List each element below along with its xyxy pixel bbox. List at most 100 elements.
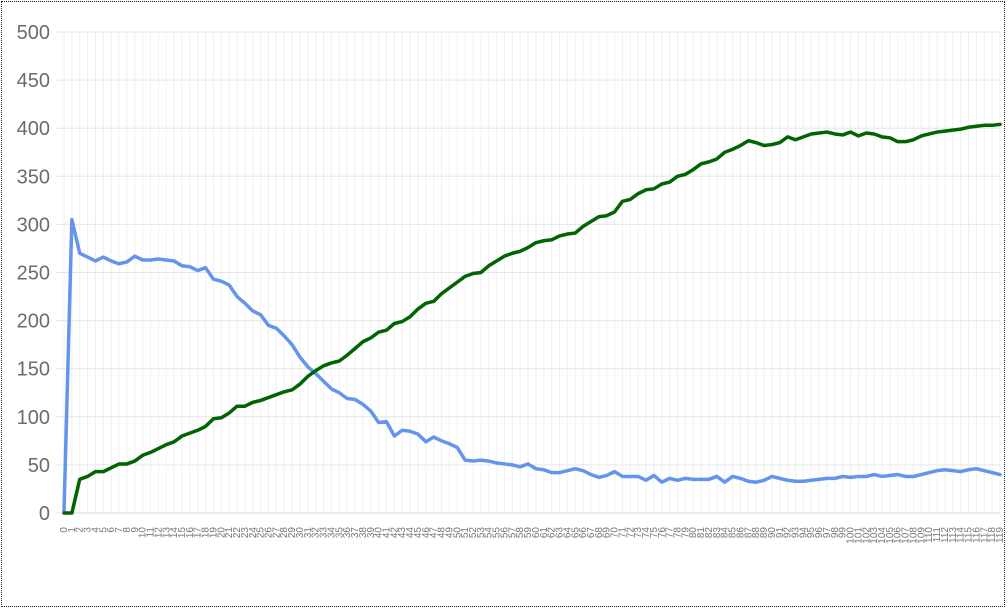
x-tick-label: 18 xyxy=(201,527,212,539)
x-tick-label: 72 xyxy=(625,527,636,539)
x-tick-label: 0 xyxy=(59,527,70,533)
x-tick-label: 100 xyxy=(846,527,857,544)
x-tick-label: 108 xyxy=(908,527,919,544)
x-tick-label: 70 xyxy=(610,527,621,539)
x-tick-label: 81 xyxy=(696,527,707,539)
x-tick-label: 112 xyxy=(940,527,951,543)
x-tick-label: 14 xyxy=(169,527,180,539)
x-tick-label: 19 xyxy=(208,527,219,539)
x-tick-label: 52 xyxy=(468,527,479,539)
y-tick-label: 300 xyxy=(17,214,50,236)
x-tick-label: 92 xyxy=(783,527,794,539)
x-tick-label: 41 xyxy=(381,527,392,539)
x-tick-label: 17 xyxy=(193,527,204,539)
x-tick-label: 97 xyxy=(822,527,833,539)
x-tick-label: 109 xyxy=(916,527,927,544)
x-tick-label: 115 xyxy=(964,527,975,543)
x-tick-label: 6 xyxy=(106,527,117,533)
x-axis: 0123456789101112131415161718192021222324… xyxy=(59,512,1006,544)
x-tick-label: 94 xyxy=(798,527,809,539)
x-tick-label: 95 xyxy=(806,527,817,539)
series-layer xyxy=(62,122,1002,515)
x-tick-label: 31 xyxy=(303,527,314,539)
y-tick-label: 350 xyxy=(17,166,50,188)
x-tick-label: 114 xyxy=(956,527,967,543)
x-tick-label: 51 xyxy=(460,527,471,539)
x-tick-label: 15 xyxy=(177,527,188,539)
x-tick-label: 111 xyxy=(932,527,943,543)
x-tick-label: 117 xyxy=(979,527,990,543)
x-tick-label: 87 xyxy=(743,527,754,539)
x-tick-label: 74 xyxy=(641,527,652,539)
x-tick-label: 89 xyxy=(759,527,770,539)
y-tick-label: 250 xyxy=(17,263,50,285)
x-tick-label: 105 xyxy=(885,527,896,544)
grid xyxy=(56,31,1001,514)
x-tick-label: 1 xyxy=(67,527,78,533)
x-tick-label: 63 xyxy=(555,527,566,539)
x-tick-label: 101 xyxy=(853,527,864,544)
x-tick-label: 27 xyxy=(271,527,282,539)
x-tick-label: 86 xyxy=(735,527,746,539)
x-tick-label: 24 xyxy=(248,527,259,539)
x-tick-label: 85 xyxy=(728,527,739,539)
x-tick-label: 34 xyxy=(326,527,337,539)
x-tick-label: 38 xyxy=(358,527,369,539)
x-tick-label: 84 xyxy=(720,527,731,539)
x-tick-label: 37 xyxy=(350,527,361,539)
x-tick-label: 102 xyxy=(861,527,872,544)
x-tick-label: 71 xyxy=(617,527,628,539)
series-green-line xyxy=(62,122,1002,515)
x-tick-label: 20 xyxy=(216,527,227,539)
x-tick-label: 2 xyxy=(75,527,86,533)
x-tick-label: 33 xyxy=(319,527,330,539)
x-tick-label: 118 xyxy=(987,527,998,543)
x-tick-label: 39 xyxy=(366,527,377,539)
x-tick-label: 90 xyxy=(767,527,778,539)
x-tick-label: 77 xyxy=(665,527,676,539)
y-tick-label: 500 xyxy=(17,22,50,44)
y-tick-label: 0 xyxy=(39,503,50,525)
x-tick-label: 57 xyxy=(507,527,518,539)
x-tick-label: 28 xyxy=(279,527,290,539)
y-axis: 0 50 100 150 200 250 300 350 400 450 500 xyxy=(17,22,50,525)
y-tick-label: 400 xyxy=(17,118,50,140)
x-tick-label: 93 xyxy=(790,527,801,539)
y-tick-label: 100 xyxy=(17,407,50,429)
y-tick-label: 150 xyxy=(17,359,50,381)
x-tick-label: 50 xyxy=(452,527,463,539)
x-tick-label: 12 xyxy=(153,527,164,539)
x-tick-label: 106 xyxy=(893,527,904,544)
x-tick-label: 26 xyxy=(264,527,275,539)
x-tick-label: 44 xyxy=(405,527,416,539)
x-tick-label: 22 xyxy=(232,527,243,539)
x-tick-label: 49 xyxy=(444,527,455,539)
x-tick-label: 79 xyxy=(680,527,691,539)
x-tick-label: 104 xyxy=(877,527,888,544)
x-tick-label: 29 xyxy=(287,527,298,539)
x-tick-label: 116 xyxy=(971,527,982,543)
x-tick-label: 25 xyxy=(256,527,267,539)
x-tick-label: 75 xyxy=(649,527,660,539)
x-tick-label: 83 xyxy=(712,527,723,539)
x-tick-label: 59 xyxy=(523,527,534,539)
x-tick-label: 69 xyxy=(602,527,613,539)
x-tick-label: 67 xyxy=(586,527,597,539)
x-tick-label: 107 xyxy=(901,527,912,544)
x-tick-label: 110 xyxy=(924,527,935,543)
series-blue-line xyxy=(62,217,1002,513)
x-tick-label: 47 xyxy=(429,527,440,539)
x-tick-label: 11 xyxy=(146,527,157,538)
x-tick-label: 16 xyxy=(185,527,196,539)
x-tick-label: 61 xyxy=(539,527,550,539)
x-tick-label: 76 xyxy=(657,527,668,539)
x-tick-label: 73 xyxy=(633,527,644,539)
x-tick-label: 36 xyxy=(342,527,353,539)
x-tick-label: 54 xyxy=(484,527,495,539)
x-tick-label: 4 xyxy=(90,527,101,533)
x-tick-label: 78 xyxy=(673,527,684,539)
x-tick-label: 98 xyxy=(830,527,841,539)
x-tick-label: 13 xyxy=(161,527,172,539)
